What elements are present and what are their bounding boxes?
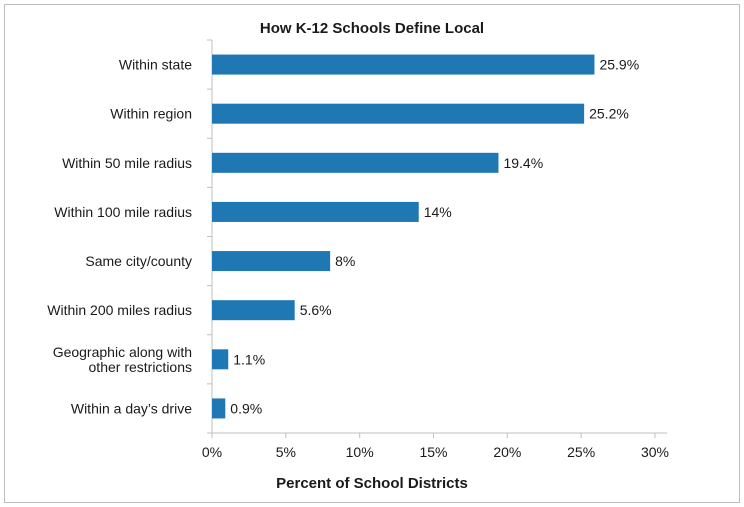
category-label: Geographic along with other restrictions	[53, 344, 192, 375]
bar-value-label: 5.6%	[300, 302, 332, 318]
x-axis-label: Percent of School Districts	[276, 475, 468, 492]
x-tick-label: 15%	[419, 444, 447, 460]
bar-value-label: 25.2%	[589, 106, 629, 122]
x-tick-label: 20%	[493, 444, 521, 460]
x-tick-label: 10%	[346, 444, 374, 460]
bar	[212, 251, 331, 272]
chart-title: How K-12 Schools Define Local	[260, 20, 484, 37]
category-label: Same city/county	[85, 253, 192, 269]
category-label: Within state	[119, 57, 192, 73]
bar-value-label: 8%	[335, 253, 355, 269]
chart-frame	[4, 4, 740, 503]
bar	[212, 152, 499, 173]
bar	[212, 201, 419, 222]
x-tick-label: 0%	[202, 444, 222, 460]
x-tick-label: 5%	[276, 444, 296, 460]
category-label: Within 50 mile radius	[62, 155, 192, 171]
category-label: Within a day’s drive	[71, 400, 192, 416]
bar-value-label: 25.9%	[599, 57, 639, 73]
bar	[212, 54, 595, 75]
bar	[212, 300, 295, 321]
x-tick-label: 30%	[641, 444, 669, 460]
bar-value-label: 14%	[424, 204, 452, 220]
category-label: Within 200 miles radius	[47, 302, 192, 318]
x-tick-label: 25%	[567, 444, 595, 460]
bar-value-label: 0.9%	[230, 400, 262, 416]
bar	[212, 103, 585, 124]
category-label: Within 100 mile radius	[54, 204, 192, 220]
bar-value-label: 19.4%	[503, 155, 543, 171]
category-label: Within region	[110, 106, 192, 122]
bar	[212, 349, 229, 370]
bar	[212, 398, 226, 419]
bar-value-label: 1.1%	[233, 351, 265, 367]
